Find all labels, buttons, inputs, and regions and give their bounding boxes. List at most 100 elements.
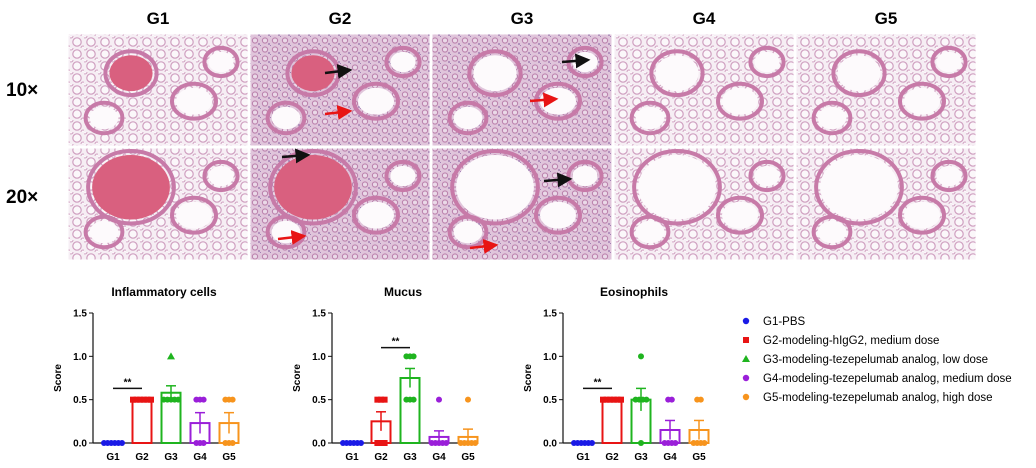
airway-wall bbox=[447, 100, 489, 136]
y-tick-label: 0.0 bbox=[543, 439, 557, 450]
airway-lumen bbox=[904, 87, 940, 115]
airway-wall bbox=[352, 195, 400, 235]
tile-border bbox=[67, 147, 249, 261]
data-point bbox=[672, 440, 679, 446]
chart-inflammatory-cells: Inflammatory cells Score 0.0 0.5 1.0 1.5 G1 G2 G… bbox=[53, 285, 240, 463]
x-tick-label: G3 bbox=[403, 452, 417, 463]
data-point bbox=[119, 440, 125, 446]
score-charts: Inflammatory cells Score 0.0 0.5 1.0 1.5 G1 G2 G… bbox=[53, 285, 710, 463]
legend-marker-g4 bbox=[742, 374, 750, 382]
airway-wall bbox=[831, 49, 887, 98]
airway-wall bbox=[534, 195, 582, 235]
airway-lumen bbox=[208, 51, 234, 73]
micrograph-g1-20x bbox=[67, 147, 249, 261]
airway-lumen bbox=[904, 201, 940, 229]
airway-lumen bbox=[176, 87, 212, 115]
data-point bbox=[378, 440, 384, 446]
data-point bbox=[610, 396, 617, 403]
data-point bbox=[374, 440, 381, 446]
tile-border bbox=[431, 147, 613, 261]
x-tick-label: G1 bbox=[106, 452, 120, 463]
data-point bbox=[133, 396, 140, 403]
data-point bbox=[200, 440, 207, 446]
airway-lumen bbox=[390, 51, 416, 73]
airway-lumen bbox=[89, 220, 119, 244]
group-header-g1: G1 bbox=[147, 9, 170, 28]
airway-lumen bbox=[722, 201, 758, 229]
x-tick-label: G2 bbox=[135, 452, 149, 463]
airway-lumen bbox=[638, 154, 716, 220]
vessel-lumen bbox=[274, 154, 352, 220]
red-arrow bbox=[324, 105, 353, 120]
x-tick-label: G4 bbox=[193, 452, 207, 463]
bar-g3 bbox=[399, 377, 421, 444]
x-tick-label: G5 bbox=[222, 452, 236, 463]
y-tick-label: 1.0 bbox=[73, 352, 87, 363]
data-point bbox=[410, 353, 417, 360]
legend-label-g3: G3-modeling-tezepelumab analog, low dose bbox=[763, 354, 988, 366]
legend-marker-g3 bbox=[742, 355, 750, 362]
airway-lumen bbox=[635, 220, 665, 244]
airway-wall bbox=[83, 100, 125, 136]
x-tick-label: G5 bbox=[692, 452, 706, 463]
airway-wall bbox=[103, 49, 159, 98]
group-headers: G1 G2 G3 G4 G5 bbox=[147, 9, 898, 28]
y-tick-label: 1.0 bbox=[312, 352, 326, 363]
y-tick-label: 0.5 bbox=[73, 395, 87, 406]
x-tick-label: G3 bbox=[164, 452, 178, 463]
y-axis-label: Score bbox=[53, 364, 64, 392]
data-point bbox=[589, 440, 595, 446]
x-tick-label: G1 bbox=[576, 452, 590, 463]
x-tick-label: G4 bbox=[432, 452, 446, 463]
airway-wall bbox=[930, 159, 968, 193]
significance-label: ** bbox=[392, 337, 400, 348]
data-point bbox=[472, 440, 479, 446]
micrograph-g2-10x bbox=[249, 33, 431, 147]
airway-wall bbox=[447, 214, 489, 250]
legend-label-g1: G1-PBS bbox=[763, 316, 806, 328]
airway-lumen bbox=[837, 55, 881, 92]
airway-lumen bbox=[358, 87, 394, 115]
airway-lumen bbox=[540, 87, 576, 115]
data-point bbox=[130, 396, 136, 403]
airway-wall bbox=[649, 49, 705, 98]
data-point bbox=[443, 440, 450, 446]
black-arrow bbox=[324, 64, 353, 79]
data-point bbox=[600, 396, 606, 403]
chart-eosinophils: Eosinophils Score 0.0 0.5 1.0 1.5 G1 G2 G3 G4 G5 ** bbox=[523, 285, 710, 463]
airway-wall bbox=[467, 49, 523, 98]
data-point bbox=[148, 396, 154, 403]
data-point bbox=[638, 353, 644, 360]
x-tick-label: G4 bbox=[663, 452, 677, 463]
airway-wall bbox=[202, 159, 240, 193]
y-tick-label: 1.5 bbox=[73, 309, 87, 320]
x-tick-label: G5 bbox=[461, 452, 475, 463]
data-point bbox=[358, 440, 364, 446]
airway-wall bbox=[629, 100, 671, 136]
data-point bbox=[436, 396, 442, 403]
airway-wall bbox=[86, 148, 176, 226]
tile-border bbox=[249, 33, 431, 147]
airway-wall bbox=[265, 100, 307, 136]
vessel-lumen bbox=[109, 55, 153, 92]
airway-wall bbox=[898, 195, 946, 235]
airway-lumen bbox=[817, 106, 847, 130]
data-point bbox=[701, 440, 708, 446]
airway-wall bbox=[629, 214, 671, 250]
data-point bbox=[607, 396, 614, 403]
group-header-g4: G4 bbox=[693, 9, 716, 28]
data-point bbox=[167, 352, 175, 360]
data-point bbox=[381, 396, 388, 403]
micrograph-g4-20x bbox=[613, 147, 795, 261]
airway-wall bbox=[814, 148, 904, 226]
group-header-g5: G5 bbox=[875, 9, 898, 28]
airway-lumen bbox=[271, 106, 301, 130]
micrograph-grid bbox=[67, 33, 977, 261]
airway-wall bbox=[632, 148, 722, 226]
data-point bbox=[603, 396, 610, 403]
black-arrow bbox=[561, 53, 591, 69]
data-point bbox=[378, 396, 384, 403]
airway-lumen bbox=[635, 106, 665, 130]
micrograph-g1-10x bbox=[67, 33, 249, 147]
